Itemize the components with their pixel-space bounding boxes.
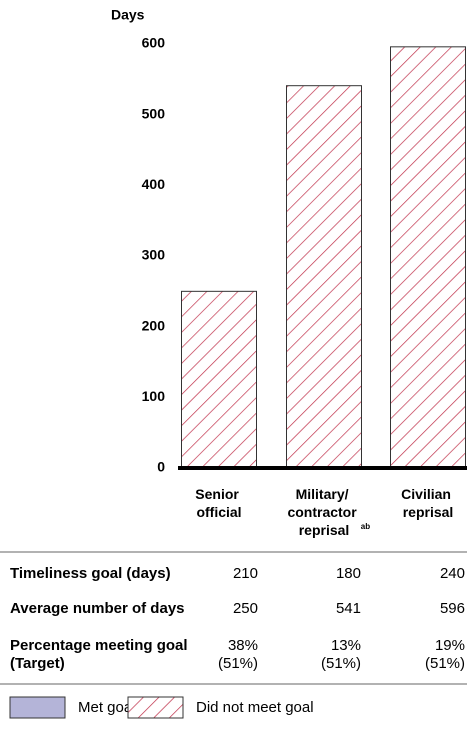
table-cell: (51%) <box>218 655 258 672</box>
table-cell: 180 <box>336 565 361 582</box>
bar <box>286 85 362 469</box>
row-label: Average number of days <box>10 600 185 617</box>
y-tick-label: 400 <box>142 176 166 192</box>
row-label: Percentage meeting goal <box>10 637 188 654</box>
y-tick-label: 300 <box>142 247 166 263</box>
row-label: (Target) <box>10 655 65 672</box>
legend-swatch <box>9 696 66 719</box>
table-cell: (51%) <box>321 655 361 672</box>
x-tick-label: Civilian reprisal <box>401 486 455 520</box>
table-cell: 596 <box>440 600 465 617</box>
y-tick-label: 200 <box>142 317 166 333</box>
x-tick-label: Senior official <box>195 486 242 520</box>
table-cell: 250 <box>233 600 258 617</box>
bar <box>181 290 257 469</box>
table-cell: (51%) <box>425 655 465 672</box>
table-cell: 541 <box>336 600 361 617</box>
legend-label: Did not meet goal <box>196 699 314 716</box>
table-cell: 19% <box>435 637 465 654</box>
row-label: Timeliness goal (days) <box>10 565 171 582</box>
y-tick-label: 600 <box>142 35 166 51</box>
x-tick-superscript: ab <box>361 522 370 531</box>
table-cell: 13% <box>331 637 361 654</box>
y-tick-label: 0 <box>157 459 165 475</box>
y-axis-label: Days <box>111 7 145 23</box>
bar <box>390 46 466 469</box>
table-cell: 240 <box>440 565 465 582</box>
y-tick-label: 500 <box>142 105 166 121</box>
y-tick-label: 100 <box>142 388 166 404</box>
legend-label: Met goal <box>78 699 136 716</box>
table-cell: 38% <box>228 637 258 654</box>
table-cell: 210 <box>233 565 258 582</box>
x-tick-label: Military/ contractor reprisal <box>287 486 360 538</box>
legend-swatch <box>127 696 184 719</box>
